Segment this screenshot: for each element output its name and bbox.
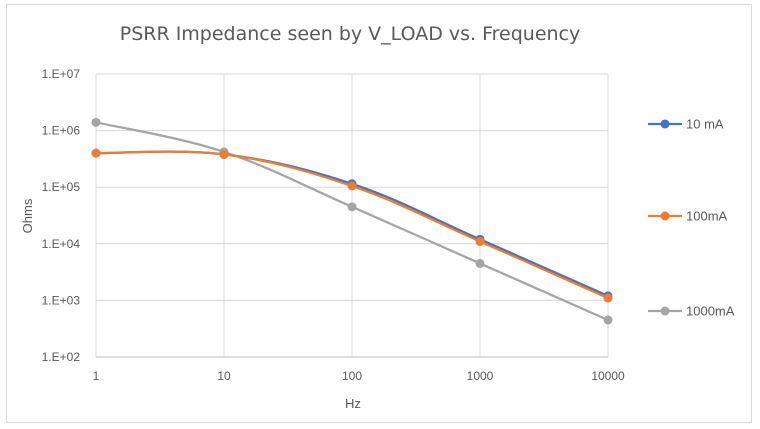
data-point: [603, 315, 613, 325]
x-tick-label: 1: [93, 369, 100, 383]
series-group: [91, 117, 613, 325]
x-tick-label: 100: [342, 369, 362, 383]
data-point: [603, 293, 613, 303]
legend-label: 100mA: [686, 209, 728, 224]
legend: 10 mA 100mA 1000mA: [648, 117, 735, 319]
y-tick-label: 1.E+07: [42, 67, 81, 81]
data-point: [347, 202, 357, 212]
y-tick-label: 1.E+02: [42, 350, 81, 364]
legend-marker: [660, 306, 670, 316]
data-point: [219, 149, 229, 159]
x-axis-label: Hz: [345, 396, 361, 411]
y-tick-label: 1.E+03: [42, 293, 81, 307]
chart-title: PSRR Impedance seen by V_LOAD vs. Freque…: [120, 23, 581, 45]
data-point: [347, 181, 357, 191]
legend-label: 10 mA: [686, 117, 724, 132]
x-tick-label: 1000: [467, 369, 494, 383]
legend-label: 1000mA: [686, 304, 735, 319]
data-point: [91, 148, 101, 158]
x-tick-labels: 1 10 100 1000 10000: [93, 369, 625, 383]
legend-marker: [660, 119, 670, 129]
data-point: [475, 236, 485, 246]
series-100ma: [91, 148, 613, 303]
y-tick-label: 1.E+04: [42, 237, 81, 251]
y-tick-label: 1.E+05: [42, 180, 81, 194]
legend-marker: [660, 211, 670, 221]
y-axis-label: Ohms: [20, 198, 35, 233]
x-tick-label: 10: [217, 369, 231, 383]
data-point: [475, 258, 485, 268]
legend-item: 10 mA: [648, 117, 724, 132]
y-tick-labels: 1.E+02 1.E+03 1.E+04 1.E+05 1.E+06 1.E+07: [42, 67, 81, 364]
data-point: [91, 117, 101, 127]
legend-item: 100mA: [648, 209, 728, 224]
gridlines: [95, 73, 609, 358]
y-tick-label: 1.E+06: [42, 124, 81, 138]
x-tick-label: 10000: [591, 369, 625, 383]
legend-item: 1000mA: [648, 304, 735, 319]
